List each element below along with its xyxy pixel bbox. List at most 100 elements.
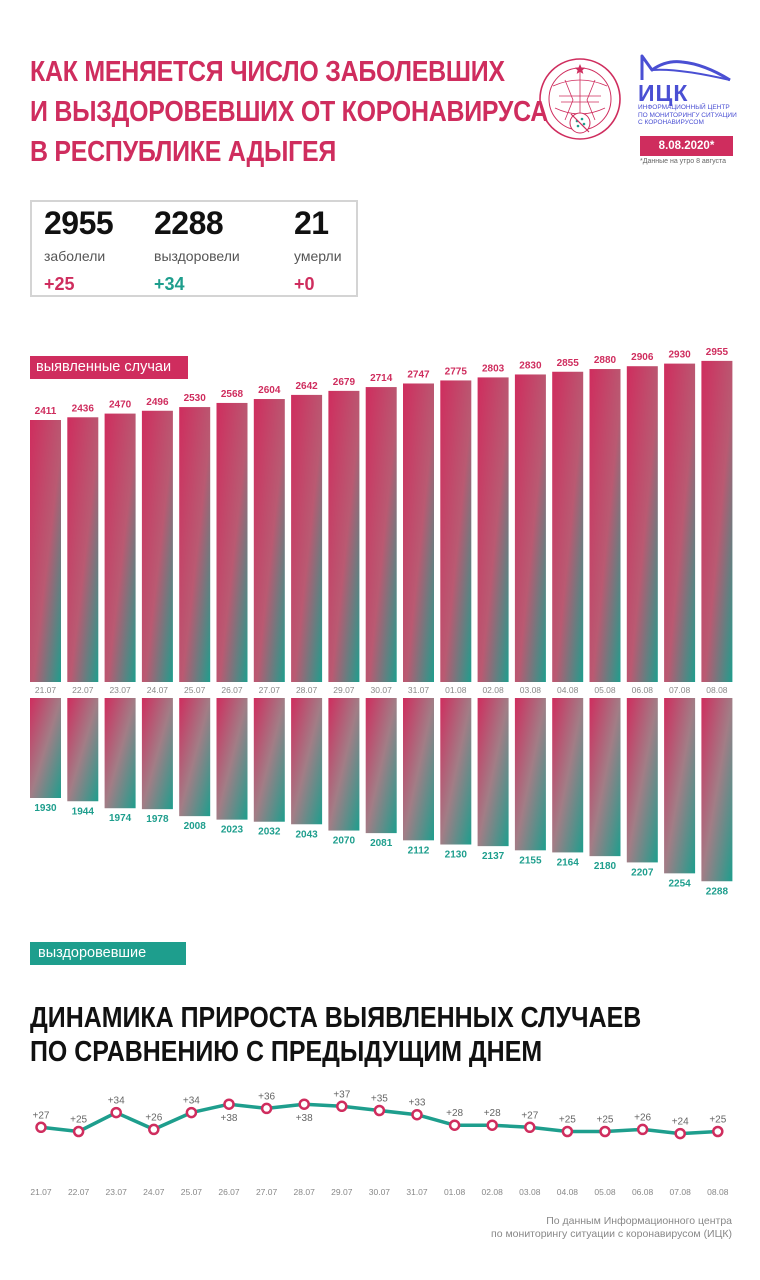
stat-delta: +34 — [154, 274, 185, 294]
stat-value: 21 — [294, 205, 329, 241]
growth-date-label: 06.08 — [632, 1187, 654, 1197]
infected-value-label: 2714 — [370, 373, 393, 384]
date-tick-label: 29.07 — [333, 685, 355, 695]
growth-value-label: +33 — [409, 1098, 426, 1109]
growth-date-label: 29.07 — [331, 1187, 353, 1197]
growth-date-label: 21.07 — [30, 1187, 52, 1197]
growth-value-label: +25 — [70, 1115, 87, 1126]
page-title: КАК МЕНЯЕТСЯ ЧИСЛО ЗАБОЛЕВШИХ И ВЫЗДОРОВ… — [30, 52, 548, 172]
infected-value-label: 2568 — [221, 389, 244, 400]
recovered-bar — [403, 698, 434, 841]
growth-value-label: +35 — [371, 1094, 388, 1105]
logo-full-name: ИНФОРМАЦИОННЫЙ ЦЕНТР ПО МОНИТОРИНГУ СИТУ… — [638, 104, 737, 126]
recovered-value-label: 2137 — [482, 851, 505, 862]
recovered-bar — [253, 698, 285, 822]
growth-value-label: +28 — [446, 1108, 463, 1119]
growth-point — [599, 1125, 611, 1138]
date-tick-label: 03.08 — [520, 685, 542, 695]
infected-bar — [477, 377, 509, 682]
title-line-3: В РЕСПУБЛИКЕ АДЫГЕЯ — [30, 136, 337, 168]
growth-value-label: +34 — [108, 1096, 125, 1107]
growth-value-label: +26 — [634, 1112, 651, 1123]
recovered-bar — [514, 698, 546, 851]
infected-value-label: 2747 — [407, 369, 430, 380]
recovered-bar — [477, 698, 509, 847]
growth-line-chart: +27 21.07 +25 22.07 +34 23.07 +26 24.07 +34 25.07… — [30, 1089, 728, 1197]
mountain-logo-icon — [640, 54, 731, 82]
infected-value-label: 2930 — [668, 350, 691, 361]
date-badge: 8.08.2020* — [640, 136, 733, 156]
growth-point — [486, 1119, 498, 1131]
growth-date-label: 08.08 — [707, 1187, 729, 1197]
growth-value-label: +37 — [333, 1089, 350, 1100]
date-tick-label: 23.07 — [109, 685, 131, 695]
stat-value: 2955 — [44, 205, 114, 241]
infected-bar — [664, 363, 696, 682]
recovered-bar — [141, 698, 173, 810]
date-tick-label: 24.07 — [147, 685, 169, 695]
recovered-value-label: 2008 — [184, 821, 207, 832]
stat-label: заболели — [44, 248, 106, 264]
growth-point — [72, 1125, 85, 1138]
growth-date-label: 01.08 — [444, 1187, 466, 1197]
infected-value-label: 2906 — [631, 352, 654, 363]
summary-stats-box: 2955 заболели +25 2288 выздоровели +34 2… — [30, 200, 358, 297]
date-tick-label: 27.07 — [259, 685, 281, 695]
recovered-value-label: 2254 — [668, 878, 691, 889]
infected-bar — [701, 360, 733, 682]
growth-point — [674, 1127, 686, 1140]
growth-value-label: +38 — [296, 1113, 313, 1124]
growth-date-label: 23.07 — [106, 1187, 128, 1197]
growth-point — [260, 1102, 273, 1115]
date-tick-label: 28.07 — [296, 685, 318, 695]
infected-bar — [30, 420, 61, 682]
recovered-value-label: 2070 — [333, 836, 356, 847]
recovered-bar — [104, 698, 136, 809]
bar-date-labels: 21.07 22.07 23.07 24.07 25.07 26.07 27.07 28.07… — [35, 685, 728, 695]
infected-value-label: 2775 — [445, 366, 468, 377]
infected-bar — [403, 383, 434, 682]
infected-bar — [440, 380, 472, 682]
growth-date-label: 25.07 — [181, 1187, 203, 1197]
growth-point — [411, 1108, 423, 1121]
recovered-value-label: 1930 — [34, 803, 57, 814]
growth-value-label: +36 — [258, 1091, 275, 1102]
date-tick-label: 26.07 — [221, 685, 243, 695]
date-tick-label: 02.08 — [482, 685, 504, 695]
infected-value-label: 2496 — [146, 397, 169, 408]
growth-value-label: +26 — [145, 1112, 162, 1123]
growth-point — [336, 1100, 348, 1113]
date-tick-label: 01.08 — [445, 685, 467, 695]
recovered-bar — [626, 698, 658, 863]
growth-date-label: 30.07 — [369, 1187, 391, 1197]
logo-abbreviation: ИЦК — [638, 80, 689, 106]
growth-point — [148, 1123, 160, 1136]
recovered-value-label: 1978 — [146, 814, 169, 825]
recovered-value-label: 1944 — [72, 806, 95, 817]
infected-bar — [291, 394, 323, 682]
date-tick-label: 30.07 — [371, 685, 393, 695]
growth-date-label: 04.08 — [557, 1187, 579, 1197]
date-note: *Данные на утро 8 августа — [640, 158, 727, 165]
infected-bar — [216, 402, 248, 682]
stat-delta: +25 — [44, 274, 75, 294]
date-tick-label: 22.07 — [72, 685, 94, 695]
legend-recovered: выздоровевшие — [30, 942, 186, 965]
recovered-value-label: 2023 — [221, 825, 244, 836]
date-tick-label: 21.07 — [35, 685, 57, 695]
stat-label: умерли — [294, 248, 342, 264]
recovered-value-label: 2155 — [519, 855, 542, 866]
infected-value-label: 2803 — [482, 363, 505, 374]
stat-label: выздоровели — [154, 248, 240, 264]
recovered-bar — [216, 698, 248, 820]
recovered-value-label: 2288 — [706, 886, 729, 897]
recovered-bar — [179, 698, 211, 817]
growth-date-label: 27.07 — [256, 1187, 278, 1197]
legend-infected: выявленные случаи — [30, 356, 188, 379]
recovered-value-label: 2180 — [594, 861, 617, 872]
growth-value-label: +25 — [559, 1115, 576, 1126]
infected-value-label: 2642 — [295, 381, 318, 392]
growth-point — [298, 1098, 310, 1110]
recovered-bar — [552, 698, 584, 853]
growth-date-label: 26.07 — [218, 1187, 240, 1197]
